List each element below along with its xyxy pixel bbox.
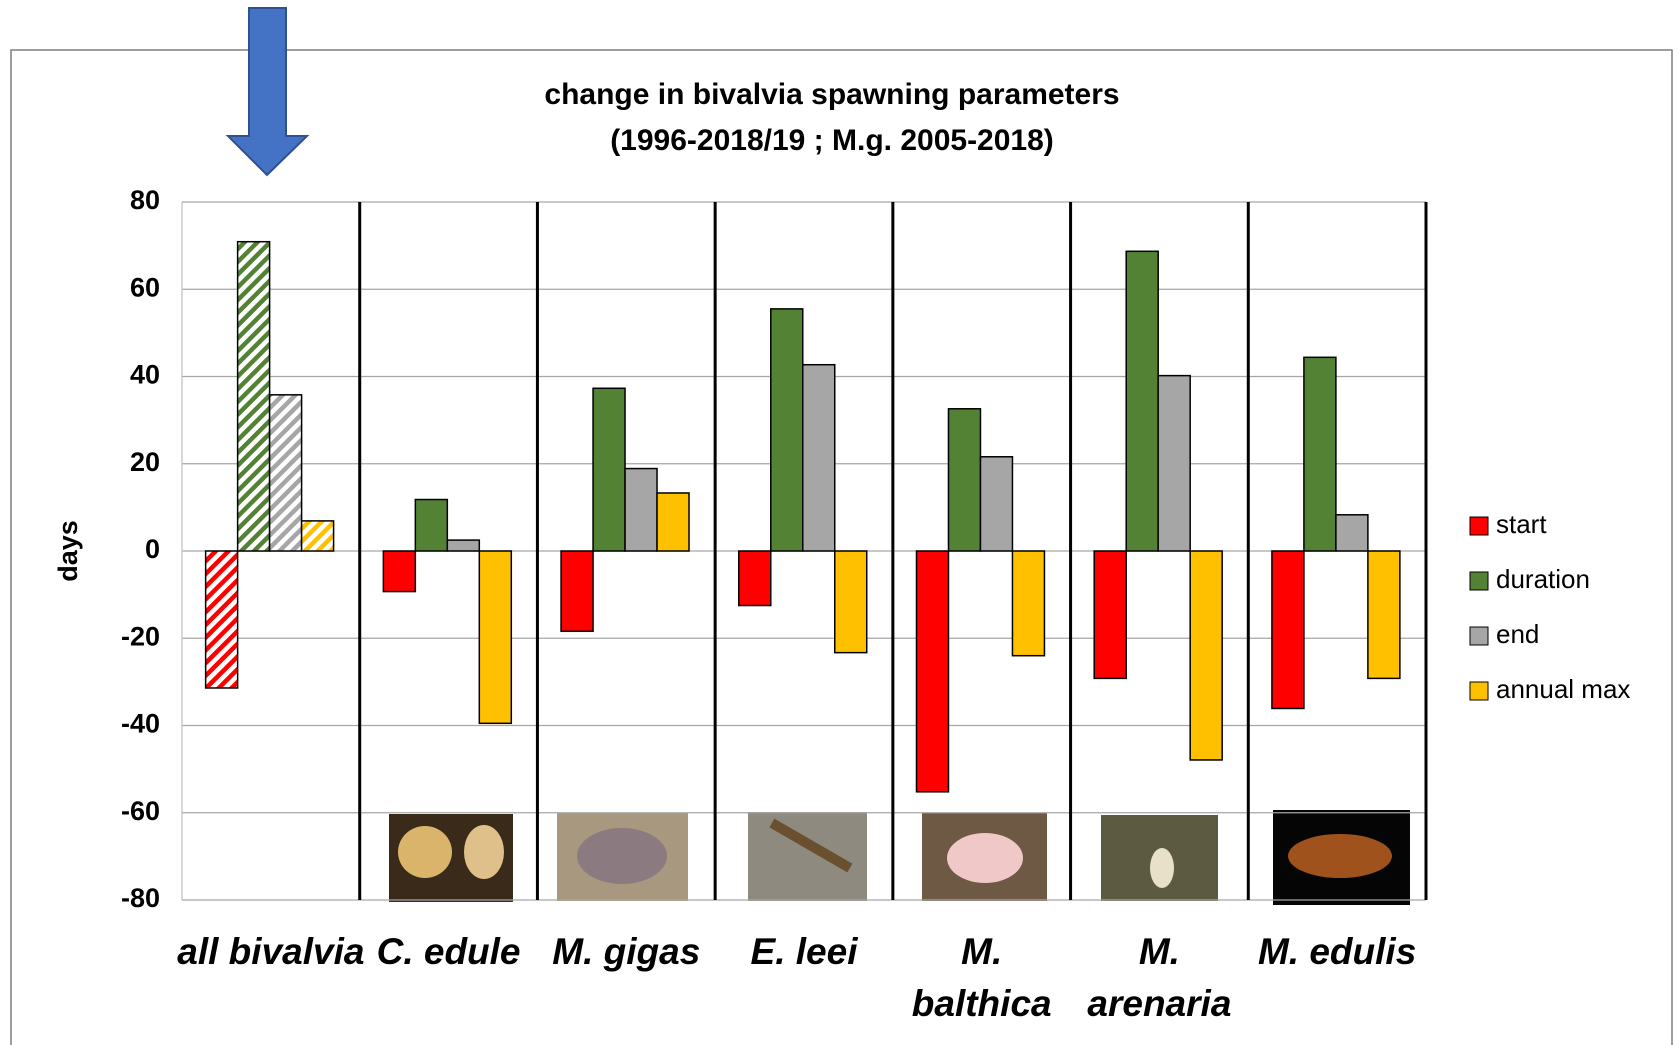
- chart-title: change in bivalvia spawning parameters: [544, 78, 1119, 111]
- chart-subtitle: (1996-2018/19 ; M.g. 2005-2018): [610, 124, 1054, 157]
- bar: [1367, 550, 1401, 680]
- bar: [204, 550, 239, 689]
- bar: [560, 550, 594, 633]
- y-tick-label: 0: [145, 534, 160, 564]
- bar: [656, 492, 690, 552]
- bar: [947, 408, 982, 552]
- chart-frame: [10, 49, 1673, 1045]
- bar: [833, 550, 868, 654]
- bar: [1125, 250, 1159, 552]
- y-tick-label: -80: [121, 883, 160, 913]
- photo-shell: [398, 826, 452, 878]
- y-tick-label: -40: [121, 709, 160, 739]
- photo-shell: [577, 828, 667, 884]
- legend-swatch: [1469, 516, 1489, 536]
- legend-label: duration: [1496, 564, 1590, 594]
- photo: [748, 812, 867, 901]
- y-tick-label: -20: [121, 621, 160, 651]
- legend-label: annual max: [1496, 674, 1630, 704]
- arrow: [225, 7, 310, 177]
- x-tick-label: all bivalvia: [177, 931, 365, 972]
- bar: [382, 550, 417, 593]
- x-tick-label: M. arenaria: [1087, 931, 1232, 1024]
- bar: [1011, 550, 1046, 657]
- x-tick-label: C. edule: [376, 931, 521, 972]
- bar: [802, 363, 836, 552]
- bar: [1271, 550, 1305, 710]
- bar: [915, 550, 950, 793]
- x-tick-label: M. edulis: [1257, 931, 1417, 972]
- bar: [738, 550, 772, 607]
- y-tick-label: 80: [130, 185, 160, 215]
- y-tick-label: -60: [121, 796, 160, 826]
- x-tick-label: E. leei: [750, 931, 858, 972]
- bar: [770, 308, 804, 552]
- y-axis-label: days: [53, 520, 83, 582]
- y-tick-label: 60: [130, 272, 160, 302]
- species-photos: [389, 810, 1410, 905]
- x-tick-label: M. balthica: [911, 931, 1052, 1024]
- photo-shell: [464, 825, 504, 879]
- photo-shell: [947, 833, 1023, 883]
- bar: [592, 387, 626, 552]
- legend-swatch: [1469, 681, 1489, 701]
- bar: [300, 520, 335, 552]
- legend-swatch: [1469, 571, 1489, 591]
- bar: [1303, 356, 1337, 552]
- y-tick-label: 40: [130, 360, 160, 390]
- bar: [446, 539, 481, 552]
- x-tick-label: M. gigas: [552, 931, 701, 972]
- bar: [236, 240, 271, 552]
- legend-swatch: [1469, 626, 1489, 646]
- photo-shell: [1288, 834, 1392, 878]
- bar: [1335, 514, 1369, 552]
- legend-label: start: [1496, 509, 1547, 539]
- photo-shell: [769, 818, 853, 873]
- bar: [414, 498, 449, 552]
- photo-shell: [1150, 848, 1174, 888]
- y-tick-label: 20: [130, 447, 160, 477]
- bar: [478, 550, 513, 725]
- bar: [624, 467, 658, 552]
- legend-label: end: [1496, 619, 1539, 649]
- bar: [1093, 550, 1127, 680]
- bar: [979, 456, 1014, 552]
- bar: [1157, 374, 1191, 552]
- bar: [268, 394, 303, 552]
- bar: [1189, 550, 1223, 761]
